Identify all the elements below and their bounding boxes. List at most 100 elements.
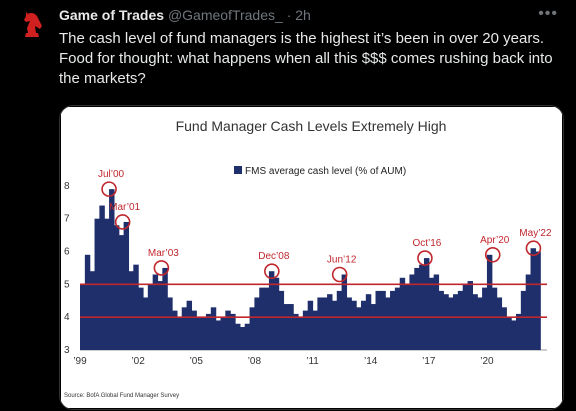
chart-image-card[interactable]: Fund Manager Cash Levels Extremely High … [59, 105, 564, 410]
data-bar [477, 297, 483, 350]
tweet-text-line: The cash level of fund managers is the h… [59, 30, 545, 47]
x-tick-label: ’99 [73, 356, 87, 367]
data-bar [380, 290, 386, 350]
annotation-label: Dec’08 [258, 251, 290, 262]
annotation-label: May’22 [519, 228, 552, 239]
data-bar [520, 290, 527, 350]
annotation-circle [264, 263, 280, 280]
data-bar [491, 287, 498, 350]
annotation-label: Jun’12 [327, 254, 357, 265]
data-bar [351, 300, 357, 350]
data-bar [525, 274, 532, 350]
tweet-text-line: the markets? [59, 70, 146, 87]
annotation-circle [153, 260, 170, 276]
data-bar [225, 310, 231, 350]
data-bar [278, 290, 285, 350]
timestamp[interactable]: 2h [295, 7, 311, 23]
data-bar [346, 297, 352, 350]
data-bar [205, 313, 212, 350]
data-bar [162, 267, 168, 350]
data-bar [152, 274, 159, 350]
data-bar [482, 287, 488, 350]
x-tick-label: ’20 [480, 356, 494, 367]
data-bar [390, 290, 396, 350]
data-bar [215, 320, 222, 350]
data-bar [457, 290, 464, 350]
data-bar [201, 317, 207, 350]
data-bar [133, 264, 139, 350]
author-name[interactable]: Game of Trades [59, 7, 165, 23]
data-bar [443, 294, 449, 350]
data-bar [172, 310, 178, 350]
data-bar [302, 310, 309, 350]
data-bar [220, 317, 226, 350]
x-tick-label: ’11 [306, 356, 319, 367]
tweet-text-line: Food for thought: what happens when all … [59, 50, 553, 67]
x-tick-label: ’02 [131, 356, 145, 367]
data-bar [322, 297, 328, 350]
y-tick-label: 3 [64, 345, 70, 356]
data-bar [89, 271, 96, 350]
data-bar [331, 300, 338, 350]
data-bar [511, 320, 517, 350]
source-note: Source: BofA Global Fund Manager Survey [64, 393, 179, 399]
y-tick-label: 7 [64, 214, 70, 225]
tweet-header: Game of Trades @GameofTrades_ · 2h [59, 7, 311, 23]
cash-level-chart: Fund Manager Cash Levels Extremely High … [64, 118, 552, 399]
data-bar [370, 304, 377, 350]
data-bar [317, 297, 323, 350]
knight-logo-icon [24, 12, 42, 37]
data-bar [259, 287, 265, 350]
data-bar [365, 294, 372, 350]
data-bar [264, 287, 270, 350]
legend-swatch [234, 166, 242, 174]
annotation-label: Jul’00 [98, 169, 125, 180]
data-bar [336, 290, 343, 350]
x-tick-label: ’05 [190, 356, 204, 367]
data-bar [288, 304, 294, 350]
data-bar [181, 307, 188, 350]
data-bar [428, 277, 435, 350]
data-bar [239, 327, 246, 350]
annotation-circle [114, 214, 131, 230]
data-bar [99, 205, 105, 350]
tweet-text: The cash level of fund managers is the h… [59, 29, 559, 89]
data-bar [186, 300, 193, 350]
author-handle[interactable]: @GameofTrades_ [167, 7, 283, 23]
data-bar [448, 297, 454, 350]
data-bar [191, 310, 197, 350]
data-bar [496, 297, 503, 350]
annotation-label: Mar’01 [109, 202, 140, 213]
data-bar [109, 189, 115, 350]
data-bar [273, 277, 280, 350]
data-bar [472, 294, 478, 350]
data-bar [118, 235, 125, 350]
data-bar [399, 277, 406, 350]
data-bar [268, 271, 275, 350]
annotation-label: Oct’16 [412, 238, 441, 249]
annotation-circle [525, 240, 542, 257]
data-bar [230, 313, 236, 350]
legend-label: FMS average cash level (% of AUM) [245, 166, 406, 177]
avatar[interactable] [14, 6, 50, 42]
data-bar [414, 267, 420, 350]
data-bar [293, 313, 299, 350]
data-bar [501, 307, 507, 350]
data-bar [113, 225, 120, 350]
data-bar [486, 254, 493, 350]
data-bar [356, 307, 362, 350]
separator: · [286, 7, 292, 23]
data-bar [244, 323, 251, 350]
data-bar [297, 317, 304, 350]
annotation-circle [331, 266, 348, 283]
data-bar [142, 297, 149, 350]
x-tick-label: ’14 [364, 356, 378, 367]
data-bar [84, 254, 91, 350]
more-horizontal-icon[interactable]: ••• [538, 5, 558, 22]
data-bar [249, 307, 255, 350]
annotation-label: Apr’20 [480, 235, 510, 246]
data-bar [128, 271, 134, 350]
data-bar [312, 310, 318, 350]
annotation-circle [417, 250, 433, 266]
data-bar [433, 274, 440, 350]
